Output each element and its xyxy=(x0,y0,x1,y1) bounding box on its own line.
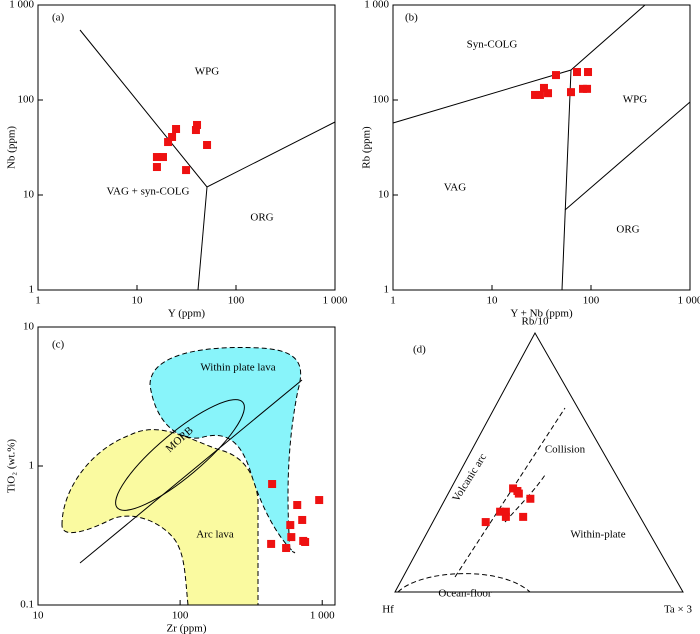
data-point xyxy=(152,153,161,162)
y-tick-label: 1 xyxy=(29,460,35,472)
x-tick-label: 1 xyxy=(390,295,396,307)
data-point xyxy=(152,163,161,172)
data-point xyxy=(531,90,540,99)
data-point xyxy=(164,138,173,147)
data-point xyxy=(526,494,535,503)
plot-frame xyxy=(37,4,336,291)
x-tick-label: 100 xyxy=(172,610,189,622)
field-label: Arc lava xyxy=(196,529,234,541)
boundaries-b xyxy=(392,4,691,291)
data-point xyxy=(282,544,291,553)
data-point xyxy=(481,518,490,527)
y-axis-label: TiO₂ (wt.%) xyxy=(6,439,18,493)
x-axis-label: Zr (ppm) xyxy=(166,623,206,634)
data-point xyxy=(566,88,575,97)
data-point xyxy=(182,166,191,175)
y-tick-label: 10 xyxy=(23,321,35,333)
x-tick-label: 100 xyxy=(583,295,600,307)
field-label: Syn-COLG xyxy=(467,39,518,51)
y-axis-label: Rb (ppm) xyxy=(361,126,373,169)
vertex-label: Rb/10 xyxy=(522,316,549,328)
data-point xyxy=(584,68,593,77)
x-axis-label: Y + Nb (ppm) xyxy=(510,308,573,320)
data-point xyxy=(514,489,523,498)
x-axis-label: Y (ppm) xyxy=(168,308,206,320)
data-point xyxy=(544,89,553,98)
data-point xyxy=(519,512,528,521)
y-tick-label: 1 xyxy=(29,284,35,296)
data-point xyxy=(583,84,592,93)
x-tick-label: 100 xyxy=(228,295,245,307)
vertex-label: Hf xyxy=(382,604,394,616)
panel-label: (b) xyxy=(405,12,418,24)
y-tick-label: 1 000 xyxy=(364,0,389,11)
panel-label: (d) xyxy=(413,344,426,356)
data-point xyxy=(203,140,212,149)
data-point xyxy=(267,539,276,548)
y-tick-label: 100 xyxy=(373,94,390,106)
field-label: Within-plate xyxy=(570,529,625,541)
data-point xyxy=(496,507,505,516)
x-tick-label: 10 xyxy=(487,295,499,307)
x-tick-label: 1 xyxy=(35,295,41,307)
data-point xyxy=(578,84,587,93)
ternary-frame xyxy=(394,331,684,593)
field-label: ORG xyxy=(616,224,639,236)
field-label: VAG xyxy=(444,182,466,194)
vertex-label: Ta × 3 xyxy=(664,604,693,616)
field-label: Within plate lava xyxy=(200,362,275,374)
field-label: VAG + syn-COLG xyxy=(106,186,189,198)
data-point xyxy=(539,83,548,92)
x-tick-label: 1 000 xyxy=(323,295,348,307)
field-label: WPG xyxy=(623,94,648,106)
data-point xyxy=(268,480,277,489)
data-point xyxy=(315,496,324,505)
y-tick-label: 100 xyxy=(18,94,35,106)
x-tick-label: 1 000 xyxy=(310,610,335,622)
field-label: Volcanic arc xyxy=(450,451,489,504)
data-point xyxy=(287,533,296,542)
x-tick-label: 10 xyxy=(132,295,144,307)
x-tick-label: 10 xyxy=(33,610,45,622)
data-point xyxy=(193,120,202,129)
plot-frame xyxy=(392,4,691,291)
data-point xyxy=(301,537,310,546)
y-axis-label: Nb (ppm) xyxy=(6,126,18,169)
data-point xyxy=(293,501,302,510)
field-label: Collision xyxy=(545,444,586,456)
data-point xyxy=(551,71,560,80)
field-label: Ocean-floor xyxy=(438,588,491,600)
field-label: ORG xyxy=(250,212,273,224)
data-point xyxy=(168,132,177,141)
data-point xyxy=(535,90,544,99)
y-tick-label: 10 xyxy=(23,189,35,201)
y-tick-label: 0.1 xyxy=(20,599,34,611)
data-point xyxy=(286,521,295,530)
boundaries-a xyxy=(79,29,336,291)
data-point xyxy=(572,68,581,77)
y-tick-label: 1 xyxy=(384,284,390,296)
panel-label: (c) xyxy=(52,339,65,351)
y-tick-label: 1 000 xyxy=(9,0,34,11)
panel-label: (a) xyxy=(52,12,65,24)
data-point xyxy=(191,126,200,135)
data-point xyxy=(501,507,510,516)
data-point xyxy=(298,515,307,524)
x-tick-label: 1 000 xyxy=(678,295,700,307)
data-point xyxy=(501,512,510,521)
data-point xyxy=(158,153,167,162)
field-label: WPG xyxy=(195,66,220,78)
fields-c xyxy=(61,347,303,606)
y-tick-label: 10 xyxy=(378,189,390,201)
data-point xyxy=(509,484,518,493)
data-point xyxy=(172,125,181,134)
